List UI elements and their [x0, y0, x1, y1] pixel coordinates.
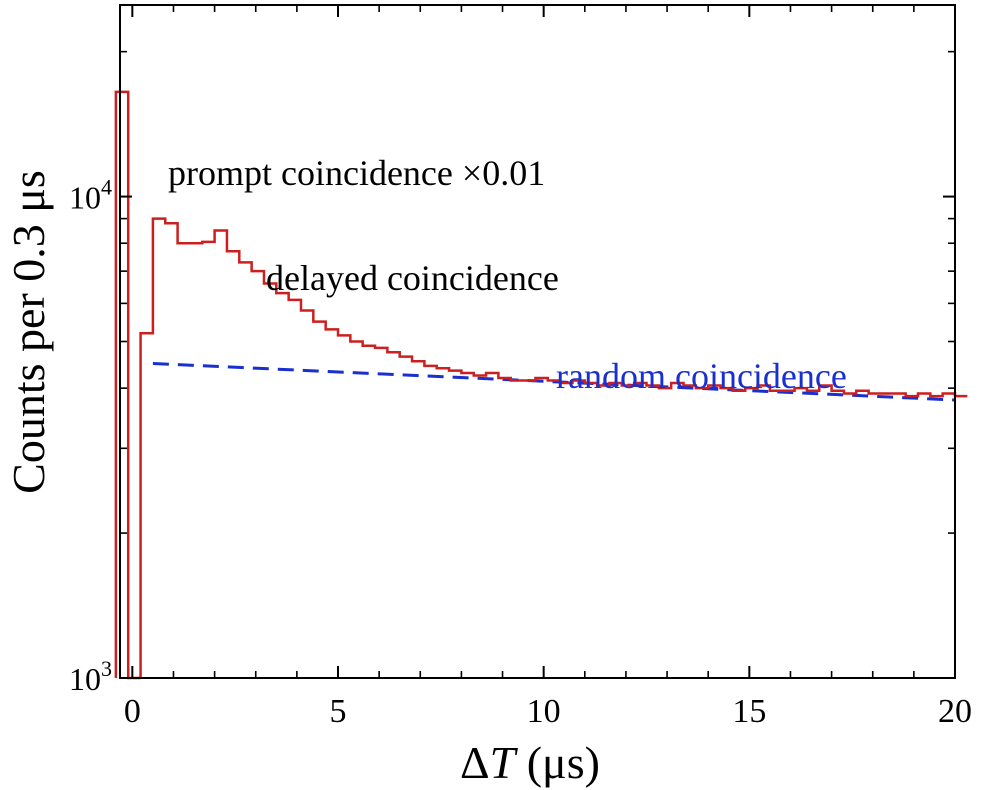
random-fit-layer — [152, 362, 956, 402]
x-tick-label: 20 — [938, 693, 972, 730]
x-axis-label-var: T — [490, 737, 519, 788]
x-tick-label: 0 — [124, 693, 141, 730]
x-tick-label: 15 — [732, 693, 766, 730]
random-coincidence-line — [152, 362, 956, 402]
y-tick-label-base: 10 — [69, 180, 101, 216]
annotation-delayed: delayed coincidence — [266, 258, 559, 298]
y-axis-label: Counts per 0.3 μs — [3, 170, 54, 494]
x-tick-label: 10 — [527, 693, 561, 730]
annotation-random: random coincidence — [556, 356, 847, 396]
y-tick-label-base: 10 — [69, 661, 101, 697]
y-tick-label: 104 — [69, 175, 112, 216]
x-tick-label: 5 — [330, 693, 347, 730]
annotation-prompt: prompt coincidence ×0.01 — [168, 153, 545, 193]
x-axis-label-prefix: Δ — [460, 737, 490, 788]
y-tick-label: 103 — [69, 656, 112, 697]
y-tick-label-exponent: 4 — [101, 175, 112, 200]
x-axis-label: ΔT (μs) — [460, 737, 600, 788]
y-tick-label-exponent: 3 — [101, 656, 112, 681]
plot-frame — [119, 4, 956, 679]
x-axis-label-unit: (μs) — [515, 737, 600, 788]
